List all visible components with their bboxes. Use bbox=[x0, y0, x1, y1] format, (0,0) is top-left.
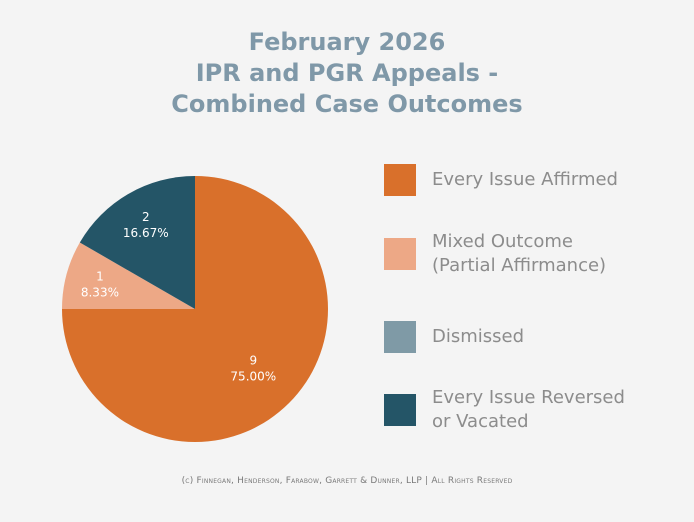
legend-item-affirmed: Every Issue Affirmed bbox=[384, 164, 672, 196]
legend-swatch-mixed bbox=[384, 238, 416, 270]
copyright-footer: (c) Finnegan, Henderson, Farabow, Garret… bbox=[181, 476, 513, 486]
legend-swatch-reversed bbox=[384, 394, 416, 426]
legend-label-mixed: Mixed Outcome (Partial Affirmance) bbox=[432, 231, 607, 276]
pie-slice-reversed bbox=[79, 176, 195, 309]
data-label-count-mixed: 1 bbox=[96, 270, 104, 284]
data-label-percent-mixed: 8.33% bbox=[81, 286, 119, 300]
pie-slice-mixed bbox=[62, 242, 195, 309]
data-label-percent-reversed: 16.67% bbox=[123, 226, 169, 240]
chart-title-line-1: February 2026 bbox=[248, 28, 446, 56]
data-label-percent-affirmed: 75.00% bbox=[230, 369, 276, 383]
legend-label-affirmed: Every Issue Affirmed bbox=[432, 169, 618, 190]
chart-title-line-3: Combined Case Outcomes bbox=[171, 90, 523, 118]
legend-label-reversed: Every Issue Reversed or Vacated bbox=[432, 387, 625, 432]
legend-item-reversed: Every Issue Reversed or Vacated bbox=[384, 386, 672, 434]
legend-item-dismissed: Dismissed bbox=[384, 321, 672, 353]
legend-swatch-affirmed bbox=[384, 164, 416, 196]
data-label-count-reversed: 2 bbox=[142, 210, 150, 224]
legend-swatch-dismissed bbox=[384, 321, 416, 353]
chart-title-line-2: IPR and PGR Appeals - bbox=[195, 59, 499, 87]
data-label-count-affirmed: 9 bbox=[249, 353, 257, 367]
legend-item-mixed: Mixed Outcome (Partial Affirmance) bbox=[384, 230, 672, 278]
legend-label-dismissed: Dismissed bbox=[432, 326, 525, 347]
chart-title: February 2026 IPR and PGR Appeals - Comb… bbox=[0, 27, 694, 120]
